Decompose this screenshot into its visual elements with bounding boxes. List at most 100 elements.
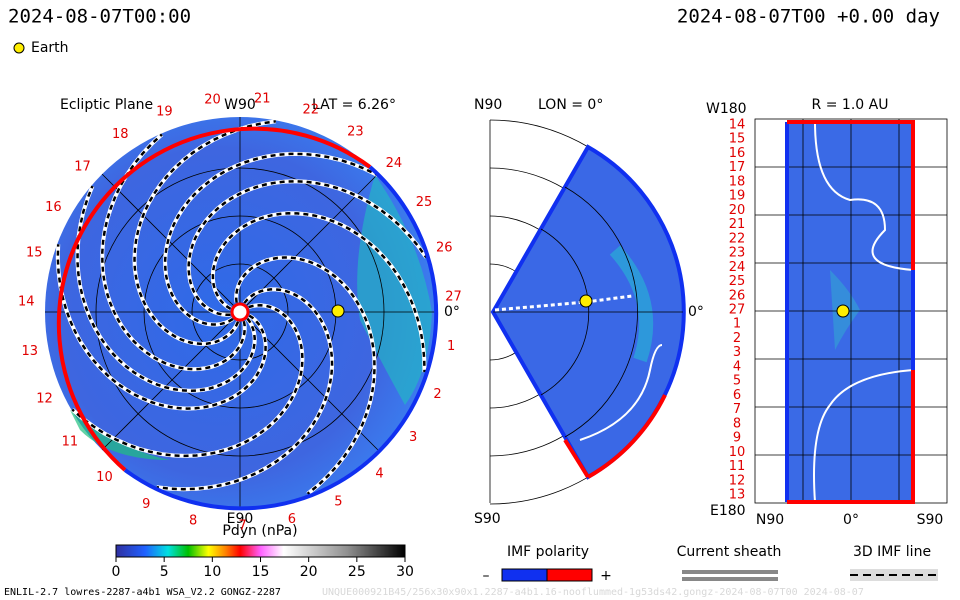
- spiral: [211, 212, 426, 373]
- axis-label: 0°: [444, 304, 460, 320]
- sector-label: 22: [729, 231, 746, 246]
- sector-label: 10: [96, 470, 113, 485]
- current-sheath: [813, 369, 914, 503]
- footer: ENLIL-2.7 lowres-2287-a4b1 WSA_V2.2 GONG…: [4, 587, 281, 598]
- sector-label: 3: [733, 345, 741, 360]
- sector-label: 21: [254, 92, 271, 107]
- sector-label: 17: [74, 160, 91, 175]
- colorbar-tick-label: 10: [203, 564, 221, 580]
- time: 2024-08-07T00:00: [8, 6, 191, 28]
- current-sheath: [814, 121, 914, 271]
- axis-label: N90: [756, 512, 784, 528]
- sector-label: 15: [26, 246, 43, 261]
- sector-label: 15: [729, 132, 746, 147]
- earth-icon: [13, 42, 25, 54]
- sheath-sample: [682, 570, 778, 581]
- sector-label: 19: [729, 189, 746, 204]
- sector-label: 20: [729, 203, 746, 218]
- sector-label: 1: [733, 317, 741, 332]
- earth: [331, 304, 345, 318]
- legend-title: IMF polarity: [507, 544, 589, 560]
- sector-label: 6: [288, 512, 296, 527]
- axis-label: W90: [224, 97, 256, 113]
- lon: LON = 0°: [538, 97, 603, 113]
- sector-label: 7: [733, 402, 741, 417]
- legend-label: –: [483, 568, 490, 584]
- colorbar-tick-label: 20: [300, 564, 318, 580]
- sector-label: 6: [733, 388, 741, 403]
- density-region: [609, 245, 654, 363]
- spiral: [101, 133, 246, 371]
- sector-label: 18: [112, 127, 129, 142]
- spiral: [156, 288, 334, 491]
- polarity-pos: [546, 568, 593, 582]
- radial-grid: [754, 118, 948, 504]
- sector-label: 2: [433, 387, 441, 402]
- colorbar: [115, 544, 406, 558]
- polarity-edge: [587, 394, 667, 479]
- sector-label: 26: [729, 288, 746, 303]
- panel-title: R = 1.0 AU: [812, 97, 889, 113]
- sector-label: 22: [302, 103, 319, 118]
- sector-label: 18: [729, 174, 746, 189]
- lat: LAT = 6.26°: [312, 97, 396, 113]
- sector-label: 21: [729, 217, 746, 232]
- colorbar-tick-label: 0: [112, 564, 121, 580]
- axis-label: N90: [474, 97, 502, 113]
- sector-label: 7: [238, 518, 246, 533]
- axis-label: S90: [917, 512, 944, 528]
- colorbar-tick-label: 30: [396, 564, 414, 580]
- spiral: [133, 120, 276, 346]
- sector-label: 1: [447, 339, 455, 354]
- density-region: [70, 410, 170, 460]
- polarity-neg: [501, 568, 548, 582]
- sector-label: 9: [733, 431, 741, 446]
- sector-label: 4: [733, 359, 741, 374]
- sector-label: 26: [436, 241, 453, 256]
- axis-label: W180: [706, 101, 747, 117]
- earth: [836, 304, 850, 318]
- legend-label: +: [600, 568, 612, 584]
- sector-label: 16: [45, 200, 62, 215]
- sector-label: 16: [729, 146, 746, 161]
- density-region: [357, 175, 432, 405]
- sector-label: 8: [189, 513, 197, 528]
- sector-label: 12: [36, 392, 53, 407]
- colorbar-tick-label: 25: [348, 564, 366, 580]
- polarity-edge: [787, 120, 915, 504]
- sector-label: 5: [733, 374, 741, 389]
- sector-label: 4: [375, 467, 383, 482]
- sector-label: 11: [729, 459, 746, 474]
- sector-label: 9: [142, 497, 150, 512]
- sector-label: 10: [729, 445, 746, 460]
- sector-label: 8: [733, 416, 741, 431]
- sector-label: 24: [386, 156, 403, 171]
- spiral: [163, 152, 378, 326]
- polarity-arc: [56, 126, 372, 472]
- sector-label: 25: [729, 274, 746, 289]
- spiral: [56, 244, 267, 410]
- axis-label: 0°: [843, 512, 859, 528]
- axis-label: 0°: [688, 304, 704, 320]
- sector-label: 2: [733, 331, 741, 346]
- time-offset: 2024-08-07T00 +0.00 day: [677, 6, 940, 28]
- sector-label: 13: [729, 488, 746, 503]
- polarity-edge: [785, 122, 915, 502]
- earth-label: Earth: [31, 40, 69, 56]
- spiral: [234, 256, 376, 495]
- sector-label: 23: [729, 246, 746, 261]
- sector-label: 12: [729, 473, 746, 488]
- sector-label: 23: [347, 124, 364, 139]
- legend-title: Current sheath: [677, 544, 782, 560]
- sector-label: 27: [445, 289, 462, 304]
- current-sheath: [579, 344, 663, 441]
- sun: [230, 302, 250, 322]
- spiral: [71, 304, 304, 458]
- footer-faint: UNQUE000921B45/256x30x90x1.2287-a4b1.16-…: [322, 587, 864, 598]
- sector-label: 24: [729, 260, 746, 275]
- panel-title: Ecliptic Plane: [60, 97, 153, 113]
- sector-label: 3: [409, 430, 417, 445]
- spirals: [55, 119, 428, 496]
- sector-label: 25: [416, 195, 433, 210]
